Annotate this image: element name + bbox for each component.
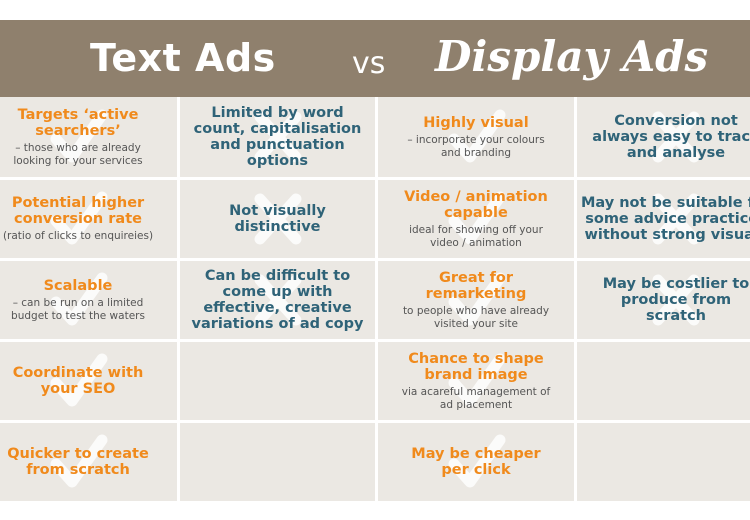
comparison-cell: Great for remarketing to people who have … (378, 261, 574, 339)
advantage-title: Quicker to create from scratch (7, 446, 149, 478)
comparison-cell (180, 423, 375, 501)
disadvantage-title: Can be difficult to come up with effecti… (191, 268, 364, 332)
header-banner: Text Ads vs Display Ads (0, 20, 750, 97)
advantage-title: Great for remarketing (425, 269, 527, 302)
comparison-cell (577, 342, 750, 420)
comparison-cell: Chance to shape brand image via acareful … (378, 342, 574, 420)
comparison-cell: Video / animation capable ideal for showi… (378, 180, 574, 258)
comparison-cell (180, 342, 375, 420)
advantage-subtitle: – can be run on a limited budget to test… (11, 296, 145, 322)
comparison-cell: Can be difficult to come up with effecti… (180, 261, 375, 339)
comparison-cell: Coordinate with your SEO (0, 342, 177, 420)
advantage-subtitle: to people who have already visited your … (402, 304, 550, 330)
text-ads-title: Text Ads (90, 36, 276, 80)
comparison-cell: Potential higher conversion rate (ratio o… (0, 180, 177, 258)
advantage-title: Coordinate with your SEO (12, 365, 144, 397)
advantage-title: May be cheaper per click (411, 446, 541, 478)
comparison-cell: May not be suitable for some advice prac… (577, 180, 750, 258)
comparison-cell: Not visually distinctive (180, 180, 375, 258)
advantage-title: Targets ‘active searchers’ (17, 106, 139, 139)
advantage-subtitle: (ratio of clicks to enquireies) (2, 230, 154, 242)
advantage-title: Scalable (43, 277, 113, 294)
comparison-cell: Scalable – can be run on a limited budget… (0, 261, 177, 339)
vs-label: vs (352, 46, 386, 81)
comparison-cell: Targets ‘active searchers’ – those who ar… (0, 97, 177, 177)
disadvantage-title: Limited by word count, capitalisation an… (193, 105, 362, 169)
advantage-subtitle: – those who are already looking for your… (13, 141, 143, 167)
advantage-subtitle: – incorporate your colours and branding (407, 133, 545, 159)
comparison-cell: Conversion not always easy to track and … (577, 97, 750, 177)
comparison-cell (577, 423, 750, 501)
disadvantage-title: May be costlier to produce from scratch (602, 276, 750, 324)
display-ads-title: Display Ads (435, 32, 709, 81)
advantage-title: Highly visual (423, 114, 529, 131)
advantage-subtitle: via acareful management of ad placement (401, 385, 551, 411)
comparison-cell: May be costlier to produce from scratch (577, 261, 750, 339)
advantage-title: Chance to shape brand image (408, 350, 544, 383)
comparison-cell: Highly visual – incorporate your colours … (378, 97, 574, 177)
comparison-grid: Targets ‘active searchers’ – those who ar… (0, 97, 750, 501)
advantage-subtitle: ideal for showing off your video / anima… (409, 223, 543, 249)
advantage-title: Potential higher conversion rate (11, 195, 145, 227)
disadvantage-title: May not be suitable for some advice prac… (580, 195, 750, 243)
comparison-cell: May be cheaper per click (378, 423, 574, 501)
disadvantage-title: Conversion not always easy to track and … (592, 113, 750, 161)
advantage-title: Video / animation capable (404, 188, 548, 221)
disadvantage-title: Not visually distinctive (229, 203, 326, 235)
comparison-cell: Quicker to create from scratch (0, 423, 177, 501)
comparison-cell: Limited by word count, capitalisation an… (180, 97, 375, 177)
